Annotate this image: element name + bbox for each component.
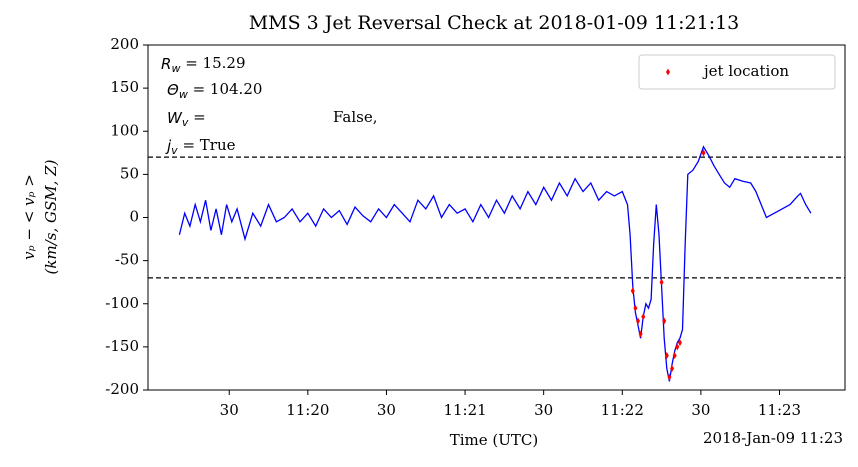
x-tick-label: 30 (377, 401, 396, 419)
y-tick-label: 50 (120, 164, 139, 182)
annotation-symbol: W (167, 109, 183, 127)
y-tick-label: 150 (110, 78, 139, 96)
annotation: jv = True (165, 136, 236, 157)
chart-title: MMS 3 Jet Reversal Check at 2018-01-09 1… (249, 12, 740, 34)
x-tick-label: 11:22 (601, 401, 644, 419)
y-tick-label: 0 (129, 208, 139, 226)
legend-marker (666, 68, 670, 76)
annotation-subscript: w (179, 88, 188, 101)
annotation-subscript: w (171, 62, 180, 75)
jet-marker (677, 339, 682, 347)
legend-label: jet location (702, 62, 789, 80)
annotation-symbol: R (161, 55, 171, 73)
annotation-text: = 15.29 (180, 54, 245, 72)
y-tick-label: -200 (105, 380, 139, 398)
x-tick-label: 11:21 (443, 401, 486, 419)
annotation-text: = (188, 108, 205, 126)
x-tick-label: 30 (220, 401, 239, 419)
y-axis-label: (km/s, GSM, Z) (42, 159, 60, 274)
annotation-symbol: Θ (167, 81, 179, 99)
jet-marker (641, 313, 646, 321)
x-axis-label: Time (UTC) (450, 431, 539, 449)
legend-box (638, 54, 836, 90)
jet-marker (667, 373, 672, 381)
annotation: Wv = (167, 108, 206, 129)
y-axis-label: vₚ − < vₚ > (20, 174, 38, 260)
jet-marker (701, 149, 706, 157)
x-tick-label: 30 (534, 401, 553, 419)
jet-marker (633, 304, 638, 312)
jet-marker (675, 343, 680, 351)
jet-marker (635, 317, 640, 325)
y-tick-label: 200 (110, 35, 139, 53)
jet-marker (664, 352, 669, 359)
jet-marker (670, 364, 675, 372)
y-tick-label: -50 (115, 251, 139, 269)
y-tick-label: 100 (110, 121, 139, 139)
annotation-subscript: v (171, 144, 178, 157)
jet-marker (672, 352, 677, 359)
x-tick-label: 11:20 (286, 401, 329, 419)
y-tick-label: -150 (105, 337, 139, 355)
jet-marker (659, 278, 664, 286)
x-offset-label: 2018-Jan-09 11:23 (703, 429, 843, 447)
annotation-symbol: j (165, 137, 172, 155)
annotation-subscript: v (182, 116, 189, 129)
plot-frame (147, 44, 846, 391)
jet-marker (662, 317, 667, 325)
x-tick-label: 30 (691, 401, 710, 419)
annotation-text: = 104.20 (188, 80, 263, 98)
annotation: Rw = 15.29 (161, 54, 245, 75)
data-line (178, 145, 812, 382)
jet-marker (630, 287, 635, 295)
annotation-text: = True (178, 136, 236, 154)
annotation: Θw = 104.20 (167, 80, 262, 101)
x-tick-label: 11:23 (758, 401, 801, 419)
jet-marker (638, 330, 643, 338)
y-tick-label: -100 (105, 294, 139, 312)
annotation-note: False, (333, 108, 377, 126)
